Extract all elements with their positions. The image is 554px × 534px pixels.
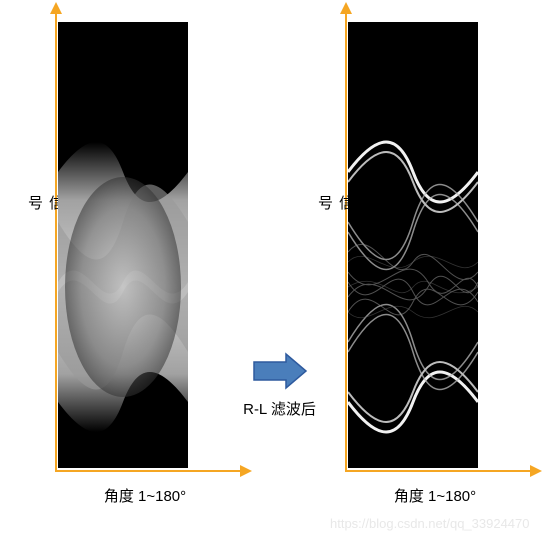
left-sinogram-svg: [58, 22, 188, 468]
right-y-axis-arrow-icon: [340, 2, 352, 14]
left-y-axis: [55, 10, 57, 470]
left-sinogram: [58, 22, 188, 468]
right-x-label: 角度 1~180°: [370, 485, 500, 506]
left-y-axis-arrow-icon: [50, 2, 62, 14]
right-y-axis: [345, 10, 347, 470]
left-x-axis: [55, 470, 240, 472]
arrow-icon: [252, 352, 310, 390]
left-x-axis-arrow-icon: [240, 465, 252, 477]
left-x-label: 角度 1~180°: [80, 485, 210, 506]
watermark: https://blog.csdn.net/qq_33924470: [330, 516, 530, 531]
right-x-axis: [345, 470, 530, 472]
right-sinogram: [348, 22, 478, 468]
arrow-caption: R-L 滤波后: [232, 398, 327, 419]
right-sinogram-svg: [348, 22, 478, 468]
right-x-axis-arrow-icon: [530, 465, 542, 477]
